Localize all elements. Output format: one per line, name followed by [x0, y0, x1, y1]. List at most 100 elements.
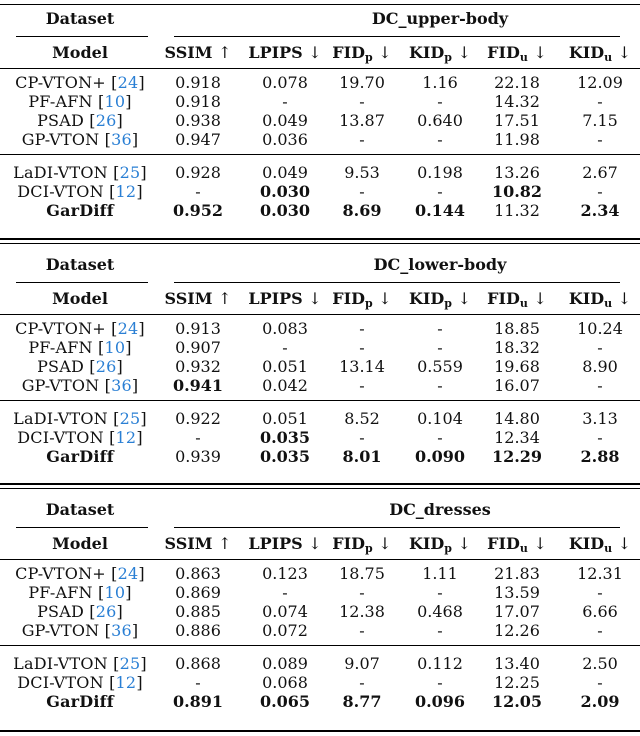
citation-link: 10 — [104, 338, 126, 357]
metric-name: SSIM — [164, 534, 213, 553]
metric-value-text: 0.938 — [175, 111, 221, 130]
column-header-3: KIDp ↓ — [409, 44, 471, 67]
metric-value: 0.078 — [262, 74, 308, 92]
metric-value: 0.035 — [260, 429, 310, 447]
metric-subscript: u — [519, 51, 528, 64]
model-name-text: DCI-VTON — [17, 182, 104, 201]
metric-value-text: 0.886 — [175, 621, 221, 640]
metric-value-text: 1.11 — [422, 564, 458, 583]
metric-value-text: 10.82 — [491, 182, 543, 201]
model-name: LaDI-VTON [25] — [13, 163, 147, 182]
metric-value: 0.042 — [262, 377, 308, 395]
arrow-down-icon: ↓ — [378, 534, 392, 553]
metric-value: 0.104 — [417, 410, 463, 428]
metric-value: 0.932 — [175, 358, 221, 376]
metric-value: 0.068 — [262, 674, 308, 692]
metric-value-text: 2.67 — [582, 163, 618, 182]
model-header: Model — [52, 535, 108, 553]
citation-link: 26 — [95, 111, 117, 130]
dataset-name: DC_dresses — [389, 501, 491, 519]
metric-value-text: 8.69 — [342, 201, 382, 220]
column-header-4: FIDu ↓ — [487, 535, 547, 558]
metric-value-text: 0.035 — [259, 447, 311, 466]
metric-value-text: - — [437, 583, 443, 602]
model-name-text: GP-VTON — [21, 621, 100, 640]
metric-value-text: 0.104 — [417, 409, 463, 428]
metric-name: FID — [487, 43, 520, 62]
metric-value: 0.090 — [415, 448, 465, 466]
metric-name: LPIPS — [248, 289, 303, 308]
arrow-up-icon: ↑ — [218, 289, 232, 308]
metric-value: 3.13 — [582, 410, 618, 428]
metric-value: - — [597, 183, 602, 201]
metric-value-text: 0.096 — [414, 692, 466, 711]
metric-value: - — [597, 584, 602, 602]
metric-value-text: 22.18 — [494, 73, 540, 92]
metric-value: 13.26 — [494, 164, 540, 182]
dataset-name-text: DC_dresses — [389, 500, 491, 519]
model-name-text: PF-AFN — [28, 338, 93, 357]
metric-value-text: 0.885 — [175, 602, 221, 621]
model-name-text: PF-AFN — [28, 92, 93, 111]
metric-value-text: 0.090 — [414, 447, 466, 466]
metric-value: - — [437, 183, 442, 201]
metric-value: 13.87 — [339, 112, 385, 130]
metric-value: 7.15 — [582, 112, 618, 130]
metric-value-text: 0.869 — [175, 583, 221, 602]
cmidrule — [174, 527, 620, 528]
arrow-down-icon: ↓ — [308, 43, 322, 62]
metric-value-text: - — [597, 583, 603, 602]
metric-value-text: 11.32 — [494, 201, 540, 220]
metric-value-text: - — [597, 376, 603, 395]
metric-value-text: 0.030 — [259, 182, 311, 201]
metric-value-text: - — [597, 130, 603, 149]
metric-name: LPIPS — [248, 534, 303, 553]
metric-value: - — [359, 131, 364, 149]
model-name-text: CP-VTON+ — [15, 319, 106, 338]
metric-value-text: 0.947 — [175, 130, 221, 149]
metric-value-text: 13.59 — [494, 583, 540, 602]
metric-value-text: 2.34 — [580, 201, 620, 220]
metric-subscript: u — [519, 297, 528, 310]
metric-name: FID — [332, 289, 366, 308]
metric-value: 12.09 — [577, 74, 623, 92]
metric-value-text: 2.50 — [582, 654, 618, 673]
model-name-text: PSAD — [37, 357, 84, 376]
metric-value: - — [359, 339, 364, 357]
arrow-down-icon: ↓ — [308, 534, 322, 553]
metric-value-text: 17.51 — [494, 111, 540, 130]
metric-value-text: 0.051 — [262, 409, 308, 428]
metric-subscript: u — [604, 297, 613, 310]
metric-name: KID — [568, 289, 605, 308]
double-rule-a — [0, 238, 640, 240]
metric-value: 2.34 — [581, 202, 620, 220]
column-header-1: LPIPS ↓ — [248, 535, 321, 553]
citation-link: 25 — [119, 409, 141, 428]
metric-value: 0.891 — [173, 693, 223, 711]
model-name: DCI-VTON [12] — [17, 673, 143, 692]
metric-value: 19.70 — [339, 74, 385, 92]
dataset-label-text: Dataset — [45, 500, 115, 519]
cmidrule — [16, 36, 148, 37]
model-name-text: PSAD — [37, 111, 84, 130]
metric-value-text: 0.932 — [175, 357, 221, 376]
arrow-down-icon: ↓ — [378, 289, 392, 308]
group-separator-rule — [0, 400, 640, 401]
metric-value-text: 0.922 — [175, 409, 221, 428]
metric-value-text: 0.078 — [262, 73, 308, 92]
metric-value: 0.886 — [175, 622, 221, 640]
metric-value: 0.907 — [175, 339, 221, 357]
metric-value: 0.939 — [175, 448, 221, 466]
group-separator-rule — [0, 645, 640, 646]
arrow-down-icon: ↓ — [533, 43, 547, 62]
metric-value: 1.11 — [422, 565, 458, 583]
model-name: GarDiff — [46, 202, 114, 220]
column-header-2: FIDp ↓ — [332, 290, 391, 313]
metric-value-text: 6.66 — [582, 602, 618, 621]
metric-subscript: p — [365, 51, 373, 64]
metric-value-text: - — [359, 376, 365, 395]
metric-value: 0.089 — [262, 655, 308, 673]
metric-subscript: u — [604, 51, 613, 64]
column-header-5: KIDu ↓ — [569, 535, 631, 558]
metric-value: 12.26 — [494, 622, 540, 640]
